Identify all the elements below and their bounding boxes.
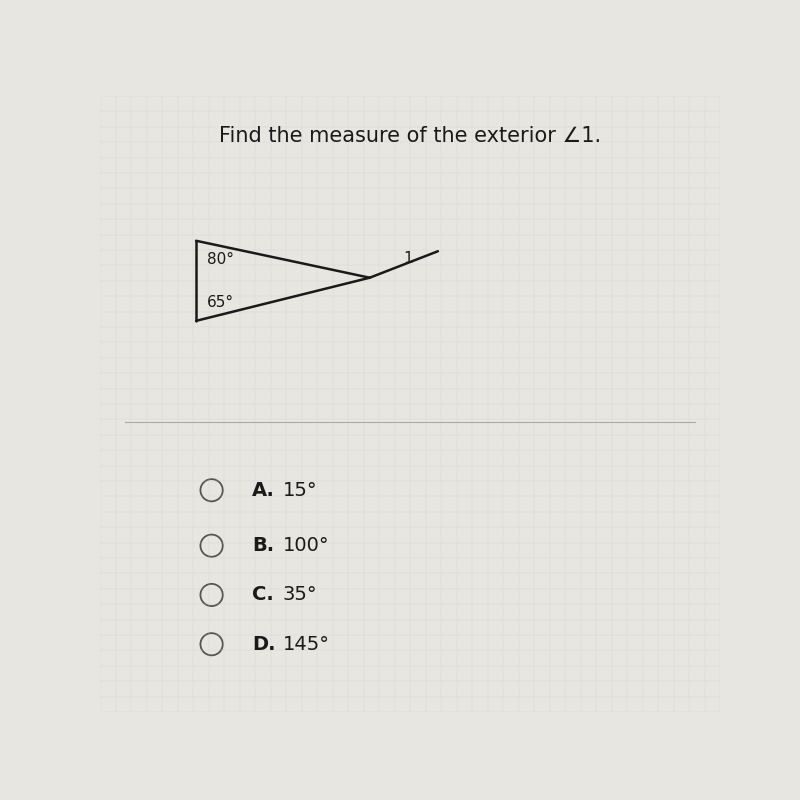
Text: 35°: 35° xyxy=(283,586,318,605)
Text: C.: C. xyxy=(252,586,274,605)
Text: 15°: 15° xyxy=(283,481,318,500)
Text: B.: B. xyxy=(252,536,274,555)
Text: 65°: 65° xyxy=(207,294,234,310)
Text: 1: 1 xyxy=(404,250,414,266)
Text: A.: A. xyxy=(252,481,274,500)
Text: Find the measure of the exterior ∠1.: Find the measure of the exterior ∠1. xyxy=(219,126,601,146)
Text: 80°: 80° xyxy=(207,252,234,267)
Text: D.: D. xyxy=(252,634,275,654)
Text: 145°: 145° xyxy=(283,634,330,654)
Text: 100°: 100° xyxy=(283,536,330,555)
